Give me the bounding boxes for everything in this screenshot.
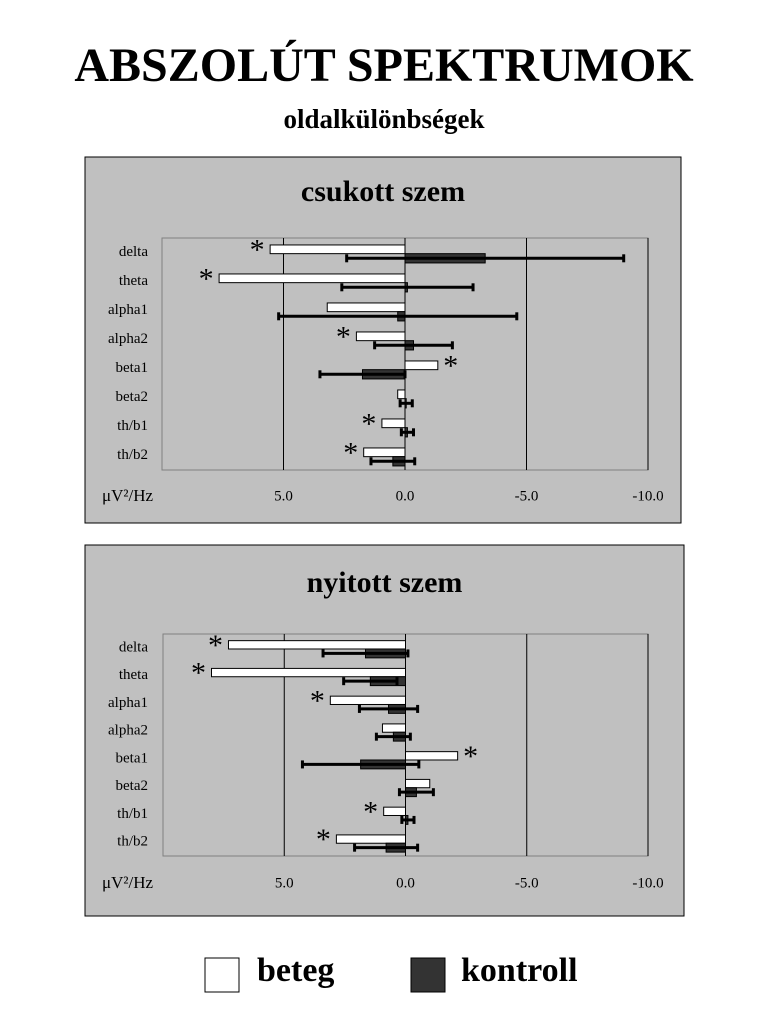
x-tick-label: 5.0 xyxy=(275,875,294,891)
significance-marker: * xyxy=(208,629,223,662)
y-tick-label: th/b1 xyxy=(117,806,148,822)
bar xyxy=(218,273,406,284)
y-tick-label: theta xyxy=(119,273,148,289)
bar xyxy=(397,389,406,400)
page-subtitle: oldalkülönbségek xyxy=(283,104,484,134)
bar xyxy=(381,418,406,429)
significance-marker: * xyxy=(310,684,325,717)
legend-label: kontroll xyxy=(461,952,578,989)
x-tick-label: -5.0 xyxy=(515,488,539,504)
bar xyxy=(404,360,439,371)
y-tick-label: th/b2 xyxy=(117,834,148,850)
bar xyxy=(383,806,406,816)
significance-marker: * xyxy=(199,262,214,295)
x-axis-label: μV²/Hz xyxy=(102,486,153,505)
significance-marker: * xyxy=(463,740,478,773)
y-tick-label: th/b1 xyxy=(117,418,148,434)
legend-label: beteg xyxy=(257,952,334,989)
y-tick-label: beta1 xyxy=(116,360,148,376)
y-tick-label: alpha2 xyxy=(108,331,148,347)
bar xyxy=(335,834,407,844)
y-tick-label: delta xyxy=(119,244,148,260)
bar xyxy=(381,723,406,733)
x-tick-label: -10.0 xyxy=(632,488,663,504)
bar xyxy=(329,695,407,705)
chart-title: csukott szem xyxy=(301,175,465,208)
y-tick-label: alpha1 xyxy=(108,302,148,318)
significance-marker: * xyxy=(250,233,265,266)
significance-marker: * xyxy=(363,795,378,828)
x-axis-label: μV²/Hz xyxy=(102,873,153,892)
y-tick-label: delta xyxy=(119,639,148,655)
significance-marker: * xyxy=(361,407,376,440)
y-tick-label: theta xyxy=(119,667,148,683)
significance-marker: * xyxy=(336,320,351,353)
x-tick-label: -10.0 xyxy=(632,875,663,891)
legend-swatch xyxy=(204,957,240,993)
bar xyxy=(269,244,406,255)
bar xyxy=(355,331,406,342)
x-tick-label: 0.0 xyxy=(396,488,415,504)
bar xyxy=(363,447,406,458)
significance-marker: * xyxy=(443,349,458,382)
bar xyxy=(227,640,406,650)
y-tick-label: th/b2 xyxy=(117,447,148,463)
x-tick-label: -5.0 xyxy=(515,875,539,891)
y-tick-label: alpha1 xyxy=(108,695,148,711)
y-tick-label: beta2 xyxy=(116,389,148,405)
y-tick-label: alpha2 xyxy=(108,723,148,739)
y-tick-label: beta1 xyxy=(116,750,148,766)
bar xyxy=(405,778,431,789)
bar xyxy=(211,667,406,678)
significance-marker: * xyxy=(343,436,358,469)
page-title: ABSZOLÚT SPEKTRUMOK xyxy=(74,38,693,92)
y-tick-label: beta2 xyxy=(116,778,148,794)
significance-marker: * xyxy=(191,657,206,690)
x-tick-label: 5.0 xyxy=(274,488,293,504)
bar xyxy=(326,302,406,313)
bar xyxy=(405,751,459,761)
legend-swatch xyxy=(410,957,446,993)
chart-title: nyitott szem xyxy=(307,566,463,599)
x-tick-label: 0.0 xyxy=(396,875,415,891)
significance-marker: * xyxy=(316,823,331,856)
